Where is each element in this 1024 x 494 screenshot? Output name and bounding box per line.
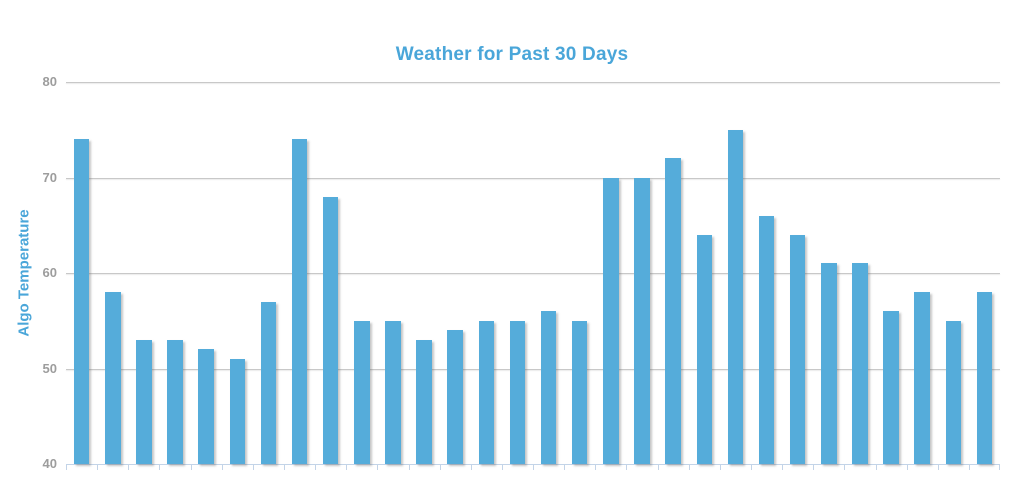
x-axis-tick bbox=[66, 464, 67, 470]
bar bbox=[447, 330, 463, 464]
y-tick-label: 40 bbox=[42, 456, 57, 471]
gridline-y80 bbox=[66, 82, 1000, 83]
x-axis-tick bbox=[377, 464, 379, 470]
bar bbox=[758, 215, 775, 464]
y-tick-label: 50 bbox=[42, 360, 57, 376]
bar bbox=[229, 358, 245, 464]
bar bbox=[198, 349, 214, 464]
x-axis-tick bbox=[252, 464, 254, 470]
bar bbox=[571, 320, 588, 464]
bar bbox=[914, 292, 930, 464]
bar bbox=[260, 301, 277, 464]
gridline-y60 bbox=[66, 273, 1000, 274]
bar bbox=[354, 320, 370, 464]
bar bbox=[540, 311, 557, 464]
bar bbox=[976, 292, 993, 464]
x-axis-tick bbox=[595, 464, 597, 470]
bar bbox=[883, 311, 899, 464]
x-axis-tick bbox=[813, 464, 815, 470]
bar bbox=[322, 196, 339, 464]
plot-area bbox=[66, 82, 1000, 470]
x-axis-tick bbox=[501, 464, 503, 470]
x-axis-tick bbox=[564, 464, 566, 470]
y-tick-label: 70 bbox=[42, 169, 57, 185]
x-axis-tick bbox=[128, 464, 130, 470]
bar bbox=[696, 234, 712, 464]
x-axis-tick bbox=[999, 464, 1000, 470]
y-tick-label: 60 bbox=[42, 265, 57, 280]
x-axis-tick bbox=[315, 464, 317, 470]
chart-title: Weather for Past 30 Days bbox=[395, 44, 629, 65]
bar bbox=[385, 320, 401, 464]
gridline-y70 bbox=[66, 177, 1000, 179]
x-axis-tick bbox=[906, 464, 908, 470]
bar bbox=[509, 320, 526, 464]
bar bbox=[73, 139, 90, 464]
bar bbox=[416, 339, 432, 464]
x-axis-tick bbox=[97, 464, 99, 470]
x-axis-tick bbox=[968, 464, 970, 470]
bar bbox=[136, 339, 152, 464]
bar bbox=[603, 177, 619, 464]
y-tick-label: 80 bbox=[42, 74, 57, 89]
bar bbox=[665, 158, 681, 464]
bar bbox=[105, 292, 121, 464]
x-axis-tick bbox=[408, 464, 410, 470]
x-axis-tick bbox=[439, 464, 441, 470]
bar bbox=[852, 263, 868, 464]
x-axis-tick bbox=[844, 464, 846, 470]
bar bbox=[821, 263, 837, 464]
x-axis-tick bbox=[719, 464, 721, 470]
x-axis-tick bbox=[283, 464, 285, 470]
bar bbox=[291, 139, 308, 464]
x-axis-tick bbox=[657, 464, 659, 470]
x-axis-tick bbox=[875, 464, 877, 470]
gridline-y50 bbox=[66, 368, 1000, 370]
bar bbox=[945, 320, 962, 464]
bar bbox=[727, 129, 744, 464]
x-axis-tick bbox=[346, 464, 348, 470]
bar bbox=[789, 234, 806, 464]
x-axis-tick bbox=[159, 464, 161, 470]
x-axis-tick bbox=[190, 464, 192, 470]
x-axis-tick bbox=[750, 464, 752, 470]
x-axis-tick bbox=[782, 464, 784, 470]
bar bbox=[634, 177, 650, 464]
x-axis-tick bbox=[533, 464, 534, 470]
x-axis-tick bbox=[688, 464, 690, 470]
bar bbox=[167, 339, 183, 464]
bar bbox=[478, 320, 495, 464]
x-axis-tick bbox=[221, 464, 223, 470]
x-axis-tick bbox=[937, 464, 939, 470]
x-axis-tick bbox=[626, 464, 628, 470]
x-axis-tick bbox=[470, 464, 472, 470]
